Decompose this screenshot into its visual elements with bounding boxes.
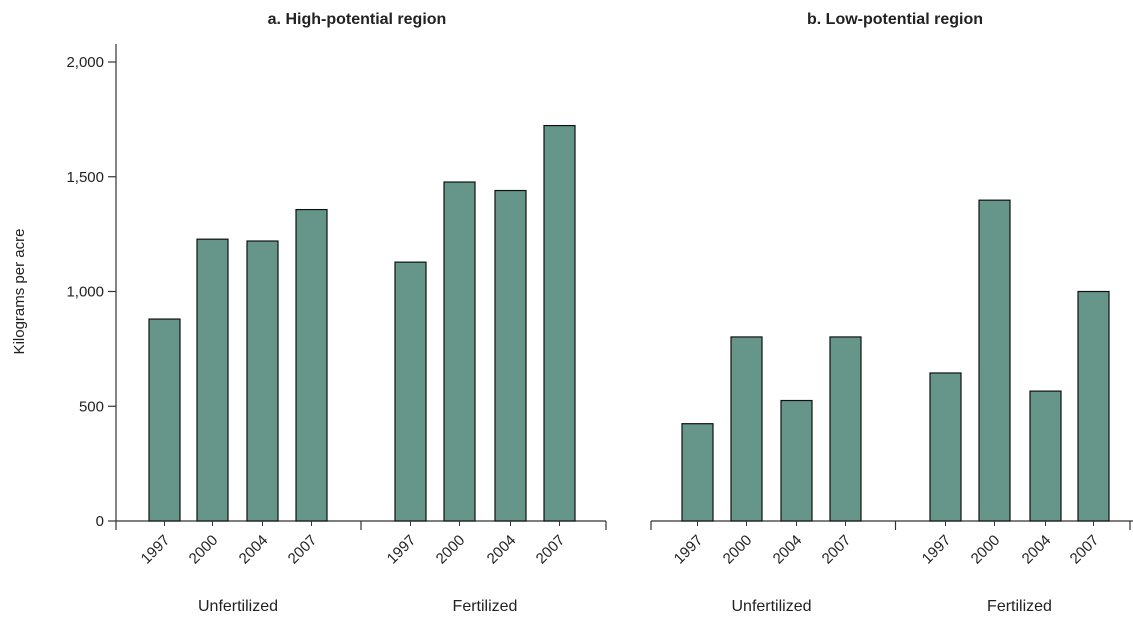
x-tick-label: 2007 [285,532,321,568]
bar [295,208,328,522]
y-tick-label: 1,500 [66,169,104,186]
y-tick-label: 0 [96,513,104,530]
group-label: Fertilized [987,598,1052,615]
x-tick-label: 2007 [819,532,855,568]
y-axis-label: Kilograms per acre [11,229,28,355]
x-tick-label: 2000 [433,532,469,568]
bar [394,261,427,522]
y-tick-label: 500 [79,398,104,415]
bar [443,181,476,522]
x-tick-label: 2000 [186,532,222,568]
group-label: Unfertilized [198,598,278,615]
x-tick-label: 2007 [533,532,569,568]
chart-title: a. High-potential region [268,11,447,28]
y-tick-label: 1,000 [66,284,104,301]
bar [1077,290,1110,522]
x-tick-label: 2000 [968,532,1004,568]
bar [978,199,1011,522]
x-tick-label: 1997 [919,532,955,568]
x-tick-label: 2004 [484,532,520,568]
bar [494,189,527,522]
x-tick-label: 2004 [1019,532,1055,568]
group-label: Unfertilized [731,598,811,615]
bar [148,318,181,522]
bar [929,372,962,522]
bar [681,423,714,522]
group-label: Fertilized [453,598,518,615]
bar [1029,390,1062,522]
bar [829,336,862,522]
x-tick-label: 2007 [1067,532,1103,568]
x-tick-label: 1997 [384,532,420,568]
bar [730,336,763,522]
bar [780,399,813,522]
bar [196,238,229,522]
chart-title: b. Low-potential region [807,11,983,28]
x-tick-label: 1997 [138,532,174,568]
x-tick-label: 2004 [236,532,272,568]
bar [543,124,576,522]
bar [246,240,279,522]
x-tick-label: 2000 [720,532,756,568]
x-tick-label: 1997 [671,532,707,568]
x-tick-label: 2004 [770,532,806,568]
y-tick-label: 2,000 [66,54,104,71]
